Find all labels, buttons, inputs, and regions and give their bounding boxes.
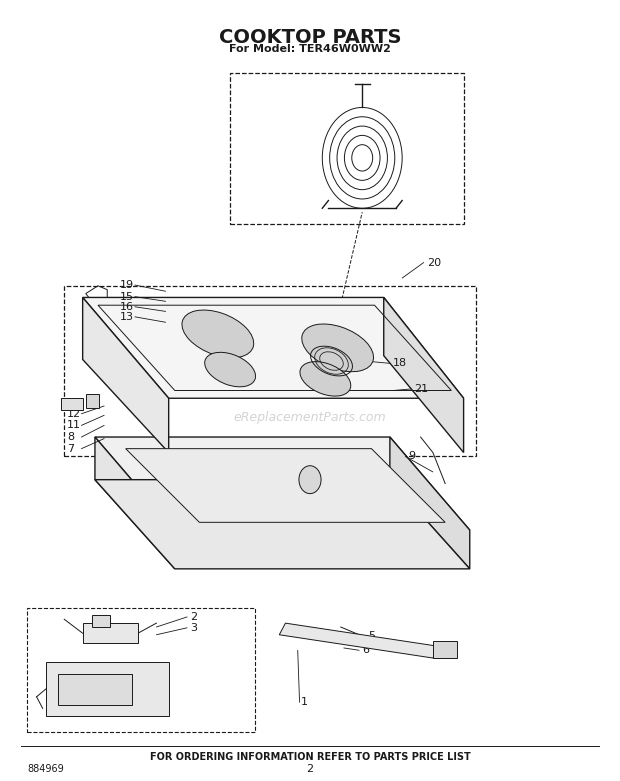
- Text: COOKTOP PARTS: COOKTOP PARTS: [219, 28, 401, 47]
- Text: 7: 7: [68, 444, 74, 454]
- Text: FOR ORDERING INFORMATION REFER TO PARTS PRICE LIST: FOR ORDERING INFORMATION REFER TO PARTS …: [149, 751, 471, 761]
- Text: 3: 3: [190, 622, 197, 633]
- Text: 884969: 884969: [27, 764, 64, 774]
- Polygon shape: [279, 623, 439, 658]
- Text: 6: 6: [362, 645, 370, 655]
- Bar: [86, 394, 99, 408]
- Bar: [147, 302, 169, 319]
- Polygon shape: [61, 398, 82, 410]
- Ellipse shape: [205, 352, 255, 387]
- Text: 8: 8: [68, 432, 74, 442]
- Text: 21: 21: [414, 384, 428, 394]
- Text: 19: 19: [120, 280, 134, 290]
- Circle shape: [299, 465, 321, 494]
- Bar: [92, 615, 110, 627]
- Polygon shape: [95, 437, 470, 530]
- Bar: [27, 608, 255, 732]
- Polygon shape: [384, 298, 464, 452]
- Polygon shape: [95, 437, 175, 569]
- Text: 2: 2: [190, 612, 197, 622]
- Polygon shape: [390, 437, 470, 569]
- Polygon shape: [95, 480, 470, 569]
- Text: 16: 16: [120, 301, 133, 312]
- Text: eReplacementParts.com: eReplacementParts.com: [234, 411, 386, 424]
- Polygon shape: [126, 448, 445, 522]
- Text: 9: 9: [409, 451, 415, 462]
- Text: 4: 4: [86, 690, 93, 700]
- Text: 13: 13: [120, 312, 133, 322]
- Text: 12: 12: [68, 408, 81, 419]
- Text: 11: 11: [68, 420, 81, 430]
- Text: 20: 20: [427, 258, 441, 268]
- Polygon shape: [82, 298, 464, 398]
- Bar: [82, 623, 138, 643]
- Text: For Model: TER46W0WW2: For Model: TER46W0WW2: [229, 45, 391, 55]
- Polygon shape: [82, 298, 169, 452]
- Text: 15: 15: [120, 291, 133, 301]
- Bar: [64, 286, 476, 456]
- Text: 18: 18: [393, 358, 407, 369]
- Text: 2: 2: [306, 764, 314, 774]
- Bar: [58, 673, 132, 704]
- Bar: [230, 73, 464, 224]
- Text: 1: 1: [301, 697, 308, 708]
- Bar: [433, 641, 458, 658]
- Ellipse shape: [300, 362, 351, 396]
- Ellipse shape: [182, 310, 254, 358]
- Ellipse shape: [302, 324, 373, 372]
- Bar: [46, 662, 169, 716]
- Text: 5: 5: [368, 631, 375, 641]
